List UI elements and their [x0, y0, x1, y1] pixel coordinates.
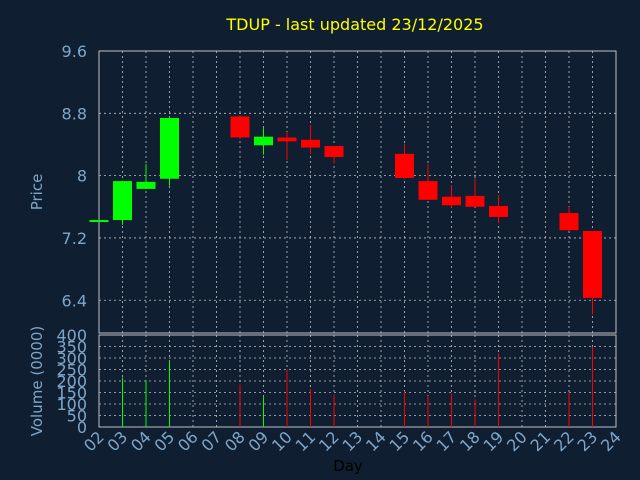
- volume-axis-label: Volume (0000): [28, 326, 46, 436]
- price-tick-label: 6.4: [62, 291, 87, 310]
- candle-body: [301, 139, 320, 148]
- candle-body: [324, 146, 344, 157]
- candle-body: [136, 181, 156, 189]
- volume-tick-label: 250: [56, 361, 87, 380]
- volume-panel-frame: [98, 334, 617, 428]
- candle-body: [583, 230, 602, 298]
- volume-tick-label: 300: [56, 349, 87, 368]
- price-axis-label: Price: [28, 174, 46, 211]
- candle-body: [113, 181, 132, 221]
- candle-body: [254, 136, 273, 146]
- x-axis-label: Day: [333, 457, 363, 475]
- volume-tick-label: 150: [56, 384, 87, 403]
- candle-body: [489, 206, 508, 217]
- candle-body: [277, 137, 297, 142]
- volume-bars: [122, 346, 593, 427]
- candle-body: [465, 195, 485, 207]
- candle-body: [160, 117, 179, 179]
- volume-tick-label: 100: [56, 395, 87, 414]
- candle-body: [395, 153, 414, 178]
- candle-body: [418, 181, 438, 200]
- price-tick-label: 9.6: [62, 42, 87, 61]
- price-axis: 6.4 7.2 8 8.8 9.6: [62, 42, 87, 310]
- price-tick-label: 7.2: [62, 229, 87, 248]
- chart-title: TDUP - last updated 23/12/2025: [225, 15, 483, 34]
- candles: [89, 116, 602, 315]
- candle-body: [442, 196, 461, 206]
- volume-tick-label: 400: [56, 326, 87, 345]
- day-axis: 0203040506070809101112131415161718192021…: [80, 427, 625, 455]
- price-tick-label: 8: [77, 167, 87, 186]
- volume-tick-label: 50: [67, 407, 87, 426]
- price-panel-frame: [98, 50, 617, 334]
- volume-tick-label: 200: [56, 372, 87, 391]
- price-tick-label: 8.8: [62, 104, 87, 123]
- candle-body: [559, 213, 579, 231]
- candle-body: [230, 116, 250, 138]
- volume-tick-label: 0: [77, 418, 87, 437]
- candle-body: [89, 220, 109, 223]
- volume-tick-label: 350: [56, 338, 87, 357]
